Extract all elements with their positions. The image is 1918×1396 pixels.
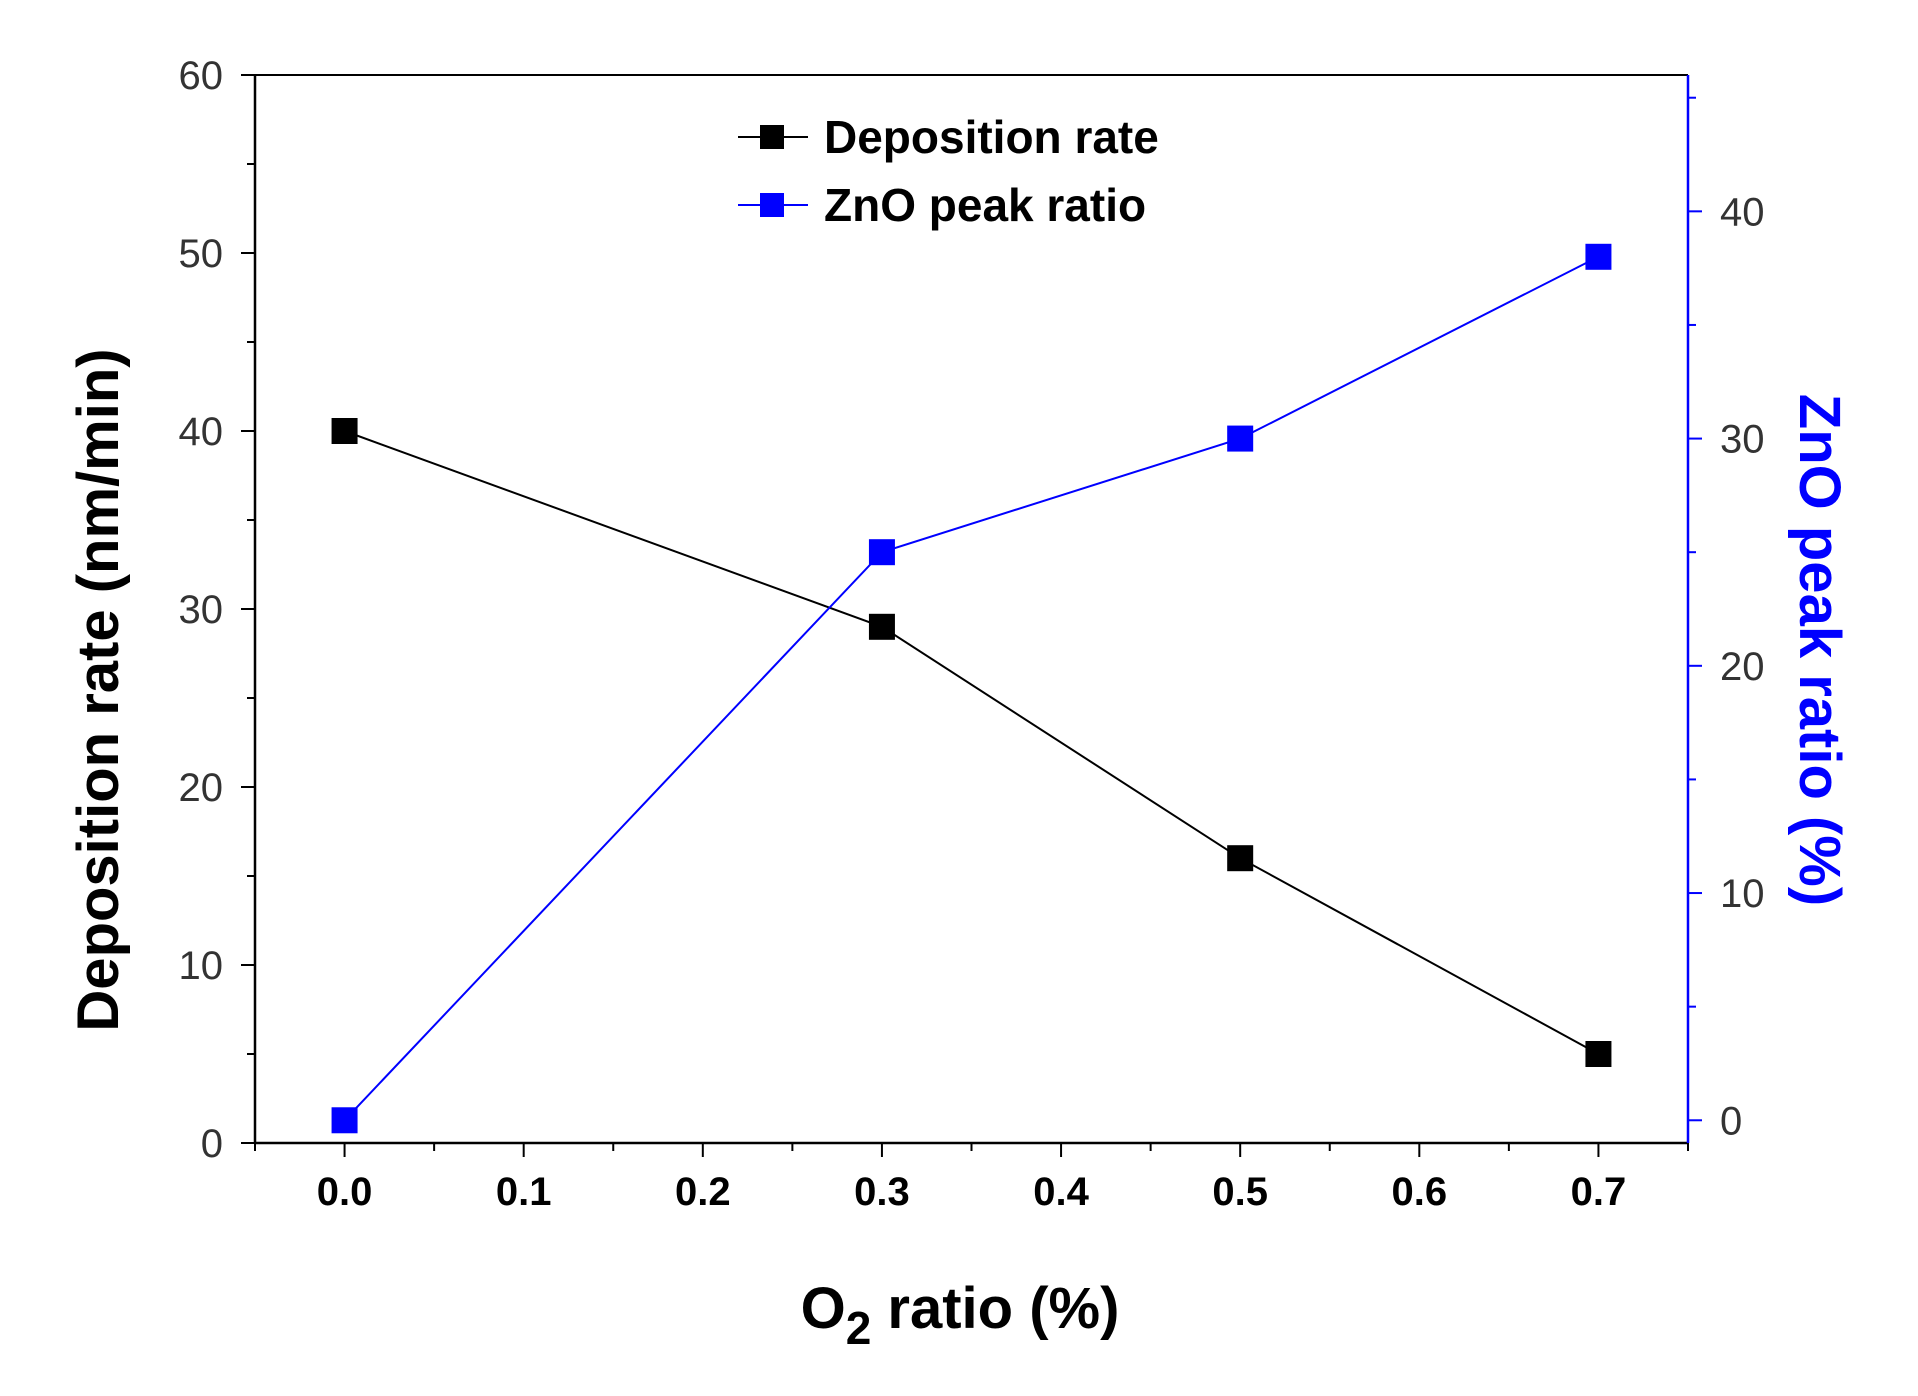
series-2-point: [331, 1107, 358, 1134]
series-1-point: [868, 613, 895, 640]
x-tick-label: 0.1: [496, 1170, 552, 1214]
left-y-tick-label: 0: [201, 1122, 223, 1166]
left-y-axis-ticks: 0 10 20 30 40 50 60: [179, 54, 255, 1166]
series-1-point: [331, 418, 358, 444]
legend-marker-1: [760, 125, 784, 149]
x-tick-label: 0.2: [675, 1170, 731, 1214]
series-2-point: [1227, 425, 1254, 452]
left-y-tick-label: 50: [179, 232, 224, 276]
series-2-point: [868, 539, 895, 566]
x-axis-title-rest: ratio (%): [871, 1276, 1119, 1341]
left-y-tick-label: 10: [179, 944, 224, 988]
x-tick-label: 0.3: [854, 1170, 910, 1214]
right-y-tick-label: 10: [1720, 872, 1765, 916]
x-axis-title: O2 ratio (%): [801, 1276, 1120, 1354]
series-1-point: [1227, 845, 1254, 872]
right-y-tick-label: 40: [1720, 190, 1765, 234]
left-y-axis-title: Deposition rate (nm/min): [66, 348, 131, 1031]
legend-label-1: Deposition rate: [824, 111, 1159, 163]
series-line-2: [343, 255, 1599, 1121]
left-y-tick-label: 40: [179, 410, 224, 454]
x-axis-ticks: 0.0 0.1 0.2 0.3 0.4 0.5 0.6 0.7: [254, 1143, 1689, 1214]
legend: Deposition rate ZnO peak ratio: [738, 111, 1159, 231]
x-axis-title-main: O: [801, 1276, 846, 1341]
x-axis-title-subscript: 2: [846, 1302, 872, 1354]
series-1-point: [1585, 1041, 1612, 1067]
left-y-tick-label: 60: [179, 54, 224, 98]
right-y-tick-label: 20: [1720, 645, 1765, 689]
x-tick-label: 0.5: [1212, 1170, 1268, 1214]
series-line-1: [344, 430, 1599, 1055]
plot-frame: [253, 74, 1690, 1145]
right-y-axis-ticks: 0 10 20 30 40: [1688, 96, 1765, 1143]
legend-marker-2: [760, 193, 784, 217]
left-y-tick-label: 20: [179, 766, 224, 810]
series-layer: [331, 243, 1612, 1134]
legend-label-2: ZnO peak ratio: [824, 179, 1146, 231]
x-tick-label: 0.7: [1571, 1170, 1627, 1214]
right-y-tick-label: 0: [1720, 1099, 1742, 1143]
x-tick-label: 0.0: [317, 1170, 373, 1214]
x-tick-label: 0.6: [1392, 1170, 1448, 1214]
left-y-tick-label: 30: [179, 588, 224, 632]
right-y-axis-title: ZnO peak ratio (%): [1787, 394, 1852, 906]
x-tick-label: 0.4: [1033, 1170, 1089, 1214]
right-y-tick-label: 30: [1720, 418, 1765, 462]
series-2-point: [1585, 243, 1612, 270]
